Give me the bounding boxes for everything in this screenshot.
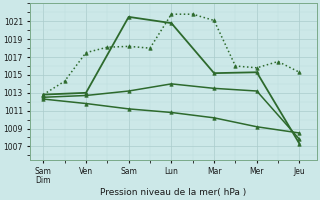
- X-axis label: Pression niveau de la mer( hPa ): Pression niveau de la mer( hPa ): [100, 188, 247, 197]
